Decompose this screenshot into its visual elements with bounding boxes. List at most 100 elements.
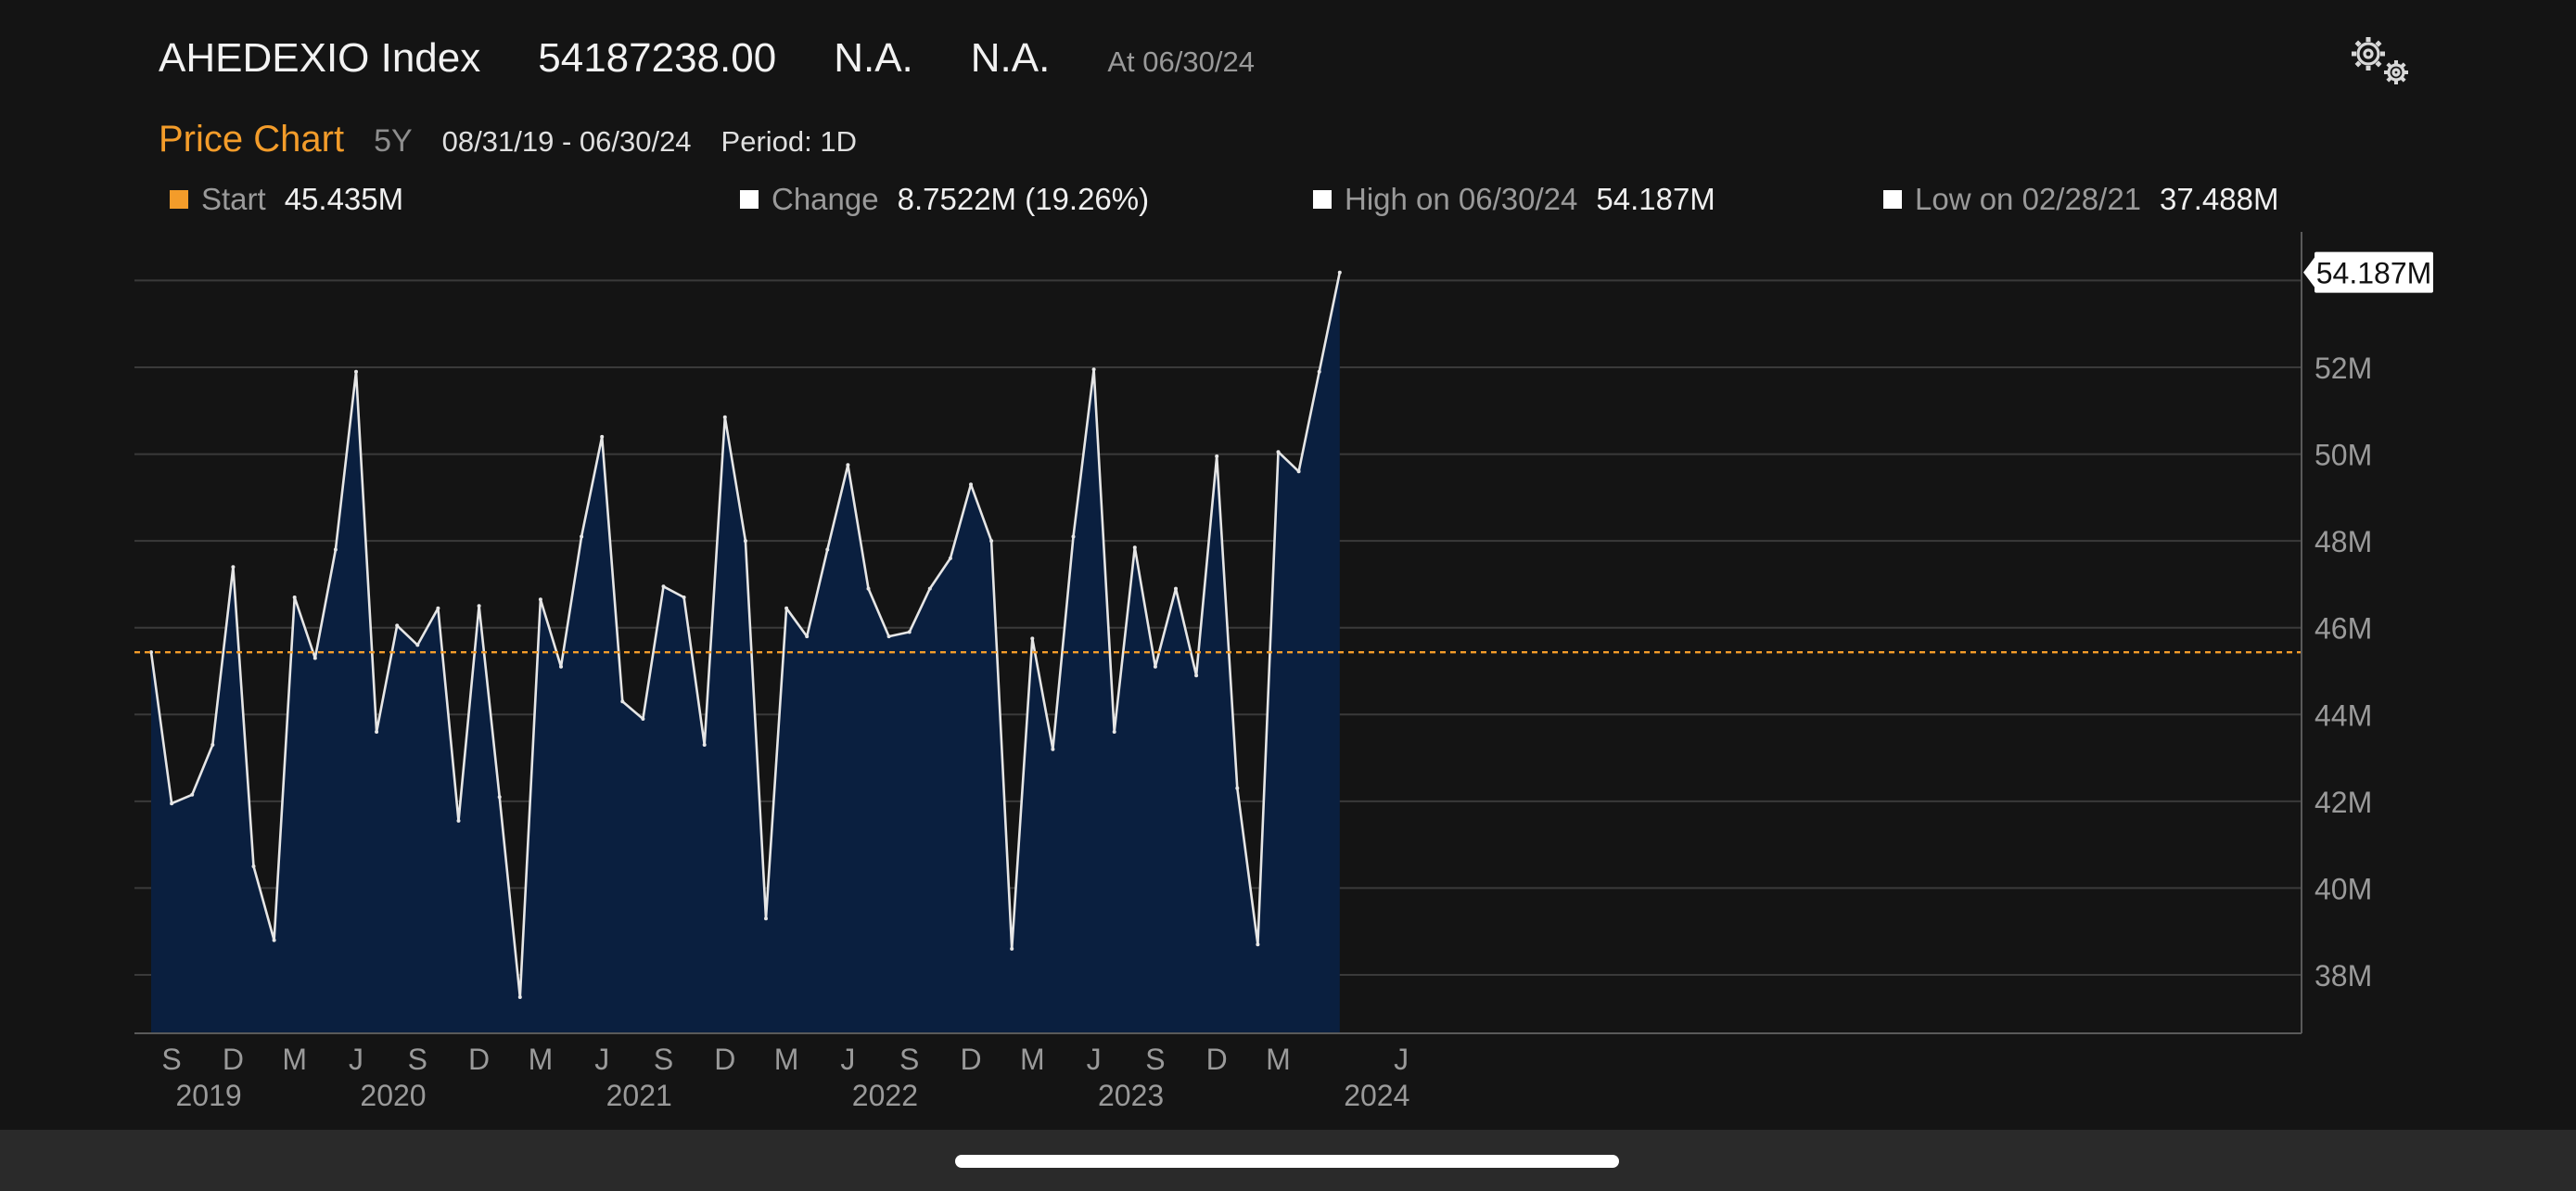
- data-point: [210, 743, 215, 747]
- data-point: [702, 743, 707, 747]
- data-point: [1317, 369, 1321, 374]
- gears-icon: [2352, 37, 2408, 84]
- stat-label: High on 06/30/24: [1345, 182, 1578, 216]
- period-selector[interactable]: Period: 1D: [721, 125, 858, 158]
- x-tick-label: S: [1145, 1043, 1165, 1076]
- y-tick-label: 52M: [2315, 352, 2372, 385]
- x-tick-label: D: [223, 1043, 244, 1076]
- data-point: [497, 795, 502, 800]
- data-point: [292, 596, 297, 599]
- x-tick-label: M: [774, 1043, 799, 1076]
- range-selector[interactable]: 5Y: [374, 123, 413, 159]
- data-point: [333, 547, 338, 552]
- stat-high: High on 06/30/24 54.187M: [1313, 182, 1715, 217]
- x-tick-label: D: [468, 1043, 490, 1076]
- stat-change: Change 8.7522M (19.26%): [740, 182, 1149, 217]
- stat-low: Low on 02/28/21 37.488M: [1883, 182, 2278, 217]
- data-point: [354, 369, 358, 374]
- data-point: [456, 818, 461, 823]
- data-point: [1235, 786, 1240, 790]
- x-year-label: 2019: [176, 1079, 242, 1112]
- x-tick-label: S: [654, 1043, 673, 1076]
- header-field-2: N.A.: [970, 35, 1051, 81]
- x-year-label: 2021: [606, 1079, 672, 1112]
- y-tick-label: 50M: [2315, 439, 2372, 472]
- x-year-label: 2023: [1098, 1079, 1164, 1112]
- data-point: [989, 539, 994, 544]
- data-point: [477, 604, 481, 608]
- data-point: [272, 938, 276, 942]
- x-tick-label: M: [282, 1043, 307, 1076]
- last-value-label: 54.187M: [2316, 257, 2432, 290]
- data-point: [661, 584, 666, 589]
- y-tick-label: 48M: [2315, 525, 2372, 558]
- data-point: [1215, 454, 1219, 458]
- data-point: [231, 565, 236, 570]
- stat-value: 8.7522M (19.26%): [897, 182, 1150, 216]
- data-point: [1132, 545, 1137, 550]
- data-point: [948, 556, 952, 560]
- data-point: [722, 415, 727, 419]
- data-point: [190, 792, 195, 797]
- data-point: [969, 482, 973, 487]
- change-swatch-icon: [740, 190, 759, 209]
- data-point: [1153, 664, 1157, 669]
- stat-start: Start 45.435M: [170, 182, 403, 217]
- x-tick-label: M: [529, 1043, 554, 1076]
- x-tick-label: D: [960, 1043, 981, 1076]
- data-point: [927, 586, 932, 591]
- x-tick-label: M: [1020, 1043, 1045, 1076]
- settings-gears-icon[interactable]: [2346, 32, 2415, 91]
- start-swatch-icon: [170, 190, 188, 209]
- data-point: [1071, 534, 1076, 539]
- stat-value: 45.435M: [284, 182, 404, 216]
- series-area: [151, 272, 1340, 1033]
- data-point: [170, 801, 174, 806]
- date-range[interactable]: 08/31/19 - 06/30/24: [441, 125, 692, 158]
- data-point: [784, 606, 789, 610]
- last-value-pointer: [2303, 257, 2315, 288]
- x-tick-label: D: [1206, 1043, 1228, 1076]
- legend-stats: Start 45.435M Change 8.7522M (19.26%) Hi…: [0, 182, 2576, 224]
- data-point: [1051, 747, 1055, 751]
- x-tick-label: S: [899, 1043, 919, 1076]
- data-point: [1112, 730, 1116, 734]
- data-point: [846, 463, 850, 467]
- chart-title[interactable]: Price Chart: [159, 119, 345, 160]
- data-point: [517, 995, 522, 999]
- data-point: [580, 534, 584, 539]
- data-point: [764, 916, 768, 921]
- data-point: [1337, 270, 1342, 275]
- stat-label: Change: [772, 182, 879, 216]
- x-tick-label: J: [349, 1043, 363, 1076]
- data-point: [743, 539, 747, 544]
- data-point: [866, 586, 871, 591]
- header: AHEDEXIO Index 54187238.00 N.A. N.A. At …: [159, 35, 1255, 91]
- stat-value: 37.488M: [2160, 182, 2279, 216]
- data-point: [1276, 450, 1281, 455]
- data-point: [825, 547, 830, 552]
- stat-label: Start: [201, 182, 266, 216]
- x-tick-label: J: [840, 1043, 855, 1076]
- data-point: [1174, 586, 1178, 591]
- low-swatch-icon: [1883, 190, 1902, 209]
- header-field-1: N.A.: [834, 35, 913, 81]
- data-point: [251, 864, 256, 868]
- data-point: [538, 597, 542, 602]
- y-tick-label: 46M: [2315, 612, 2372, 646]
- data-point: [1030, 636, 1035, 641]
- last-value-box: [2315, 251, 2433, 293]
- chart-subheader: Price Chart 5Y 08/31/19 - 06/30/24 Perio…: [159, 119, 857, 160]
- data-point: [805, 634, 810, 639]
- data-point: [1296, 469, 1301, 474]
- data-point: [600, 434, 605, 439]
- data-point: [415, 643, 420, 647]
- data-point: [436, 606, 440, 610]
- x-year-label: 2020: [360, 1079, 426, 1112]
- stat-value: 54.187M: [1596, 182, 1715, 216]
- ticker-name: AHEDEXIO Index: [159, 35, 481, 81]
- high-swatch-icon: [1313, 190, 1332, 209]
- data-point: [907, 630, 912, 634]
- home-indicator[interactable]: [955, 1155, 1619, 1168]
